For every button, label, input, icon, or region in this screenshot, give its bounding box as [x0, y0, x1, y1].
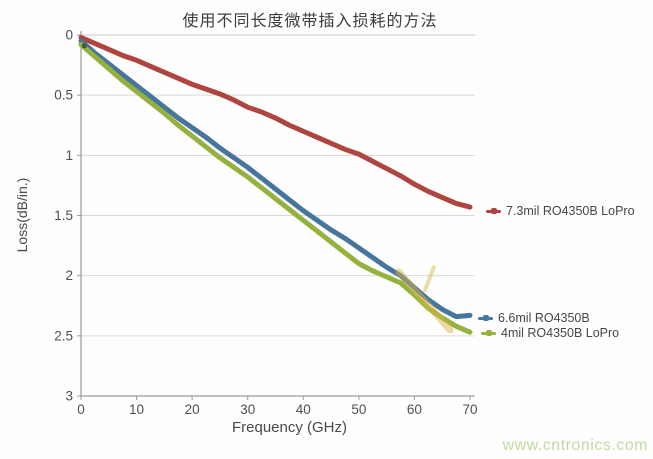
legend-marker-icon — [478, 315, 493, 321]
y-tick-label: 3 — [65, 389, 73, 404]
legend-item-4mil-ro4350b-lopro: 4mil RO4350B LoPro — [481, 326, 619, 340]
pen-mark-annotation — [395, 268, 454, 334]
x-tick-label: 70 — [462, 402, 477, 417]
y-tick-label: 2.5 — [54, 328, 73, 343]
x-tick-label: 60 — [407, 402, 422, 417]
series-start-marker — [81, 43, 87, 49]
x-axis-title: Frequency (GHz) — [231, 419, 348, 436]
x-tick-label: 10 — [129, 402, 144, 417]
legend-item-6-6mil-ro4350b: 6.6mil RO4350B — [478, 311, 590, 325]
pen-mark-annotation — [422, 265, 436, 293]
x-tick-label: 20 — [185, 402, 200, 417]
legend-label: 7.3mil RO4350B LoPro — [506, 204, 635, 218]
chart-title: 使用不同长度微带插入损耗的方法 — [182, 13, 438, 30]
legend-label: 6.6mil RO4350B — [498, 311, 590, 325]
x-tick-label: 40 — [296, 402, 311, 417]
y-tick-label: 0 — [65, 28, 73, 43]
legend-marker-icon — [481, 330, 496, 336]
y-tick-label: 2 — [65, 268, 73, 283]
series-line-7-3mil-ro4350b-lopro — [78, 34, 473, 210]
y-tick-label: 1 — [65, 148, 73, 163]
legend-label: 4mil RO4350B LoPro — [501, 326, 620, 340]
watermark: www.cntronics.com — [502, 437, 648, 454]
legend-marker-icon — [486, 208, 501, 214]
legend-item-7-3mil-ro4350b-lopro: 7.3mil RO4350B LoPro — [486, 204, 635, 218]
y-tick-label: 1.5 — [54, 208, 73, 223]
x-tick-label: 30 — [240, 402, 255, 417]
y-tick-label: 0.5 — [54, 88, 73, 103]
series-line-4mil-ro4350b-lopro — [78, 42, 473, 335]
x-tick-label: 50 — [351, 402, 366, 417]
x-tick-label: 0 — [77, 402, 85, 417]
